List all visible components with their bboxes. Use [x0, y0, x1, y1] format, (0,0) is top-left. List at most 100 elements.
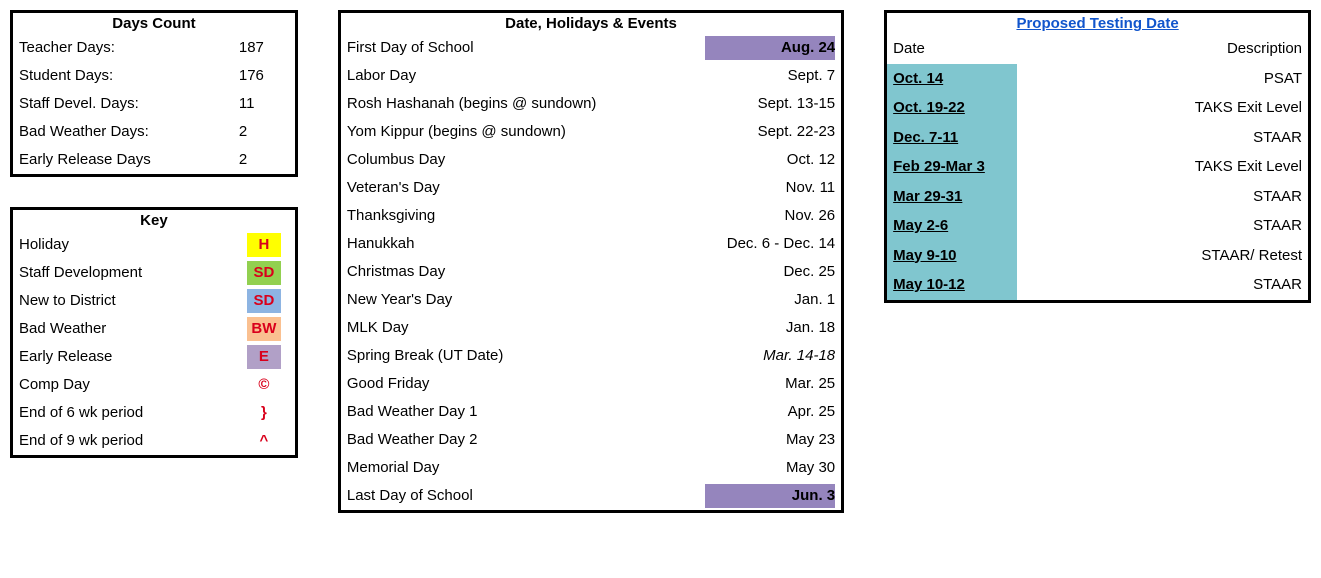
testing-title: Proposed Testing Date: [887, 13, 1308, 34]
event-row: Bad Weather Day 1 Apr. 25: [341, 398, 841, 426]
days-count-row: Staff Devel. Days: 11: [13, 90, 295, 118]
days-count-box: Days Count Teacher Days:187Student Days:…: [10, 10, 298, 177]
testing-row: May 9-10STAAR/ Retest: [887, 241, 1308, 271]
testing-desc: STAAR: [1017, 123, 1308, 153]
event-row: Spring Break (UT Date) Mar. 14-18: [341, 342, 841, 370]
event-date: Mar. 14-18: [705, 344, 835, 368]
key-row: Bad WeatherBW: [13, 315, 295, 343]
event-date: Sept. 13-15: [705, 92, 835, 116]
key-label: Bad Weather: [19, 317, 106, 341]
testing-desc: STAAR: [1017, 211, 1308, 241]
testing-row: Oct. 19-22TAKS Exit Level: [887, 93, 1308, 123]
testing-date: Mar 29-31: [887, 182, 1017, 212]
days-count-row: Teacher Days: 187: [13, 34, 295, 62]
testing-date: Feb 29-Mar 3: [887, 152, 1017, 182]
event-label: Good Friday: [347, 372, 430, 396]
testing-desc: TAKS Exit Level: [1017, 93, 1308, 123]
testing-desc: TAKS Exit Level: [1017, 152, 1308, 182]
key-code: SD: [247, 261, 281, 285]
days-count-row: Student Days: 176: [13, 62, 295, 90]
days-count-value: 2: [239, 148, 289, 172]
testing-header-desc: Description: [1017, 34, 1308, 64]
days-count-label: Bad Weather Days:: [19, 120, 149, 144]
event-date: Mar. 25: [705, 372, 835, 396]
event-date: Sept. 7: [705, 64, 835, 88]
days-count-value: 176: [239, 64, 289, 88]
event-date: Jan. 1: [705, 288, 835, 312]
event-label: Bad Weather Day 2: [347, 428, 478, 452]
event-row: Thanksgiving Nov. 26: [341, 202, 841, 230]
event-label: Spring Break (UT Date): [347, 344, 503, 368]
key-row: Early ReleaseE: [13, 343, 295, 371]
event-label: Last Day of School: [347, 484, 473, 508]
event-row: New Year's Day Jan. 1: [341, 286, 841, 314]
key-label: New to District: [19, 289, 116, 313]
event-label: First Day of School: [347, 36, 474, 60]
key-row: HolidayH: [13, 231, 295, 259]
testing-row: Feb 29-Mar 3TAKS Exit Level: [887, 152, 1308, 182]
event-date: Nov. 11: [705, 176, 835, 200]
event-label: Rosh Hashanah (begins @ sundown): [347, 92, 597, 116]
key-label: Staff Development: [19, 261, 142, 285]
key-code: E: [247, 345, 281, 369]
event-date: Oct. 12: [705, 148, 835, 172]
event-date: May 23: [705, 428, 835, 452]
event-label: Veteran's Day: [347, 176, 440, 200]
event-label: Yom Kippur (begins @ sundown): [347, 120, 566, 144]
event-label: Columbus Day: [347, 148, 445, 172]
days-count-row: Early Release Days2: [13, 146, 295, 174]
days-count-label: Student Days:: [19, 64, 113, 88]
event-row: Veteran's Day Nov. 11: [341, 174, 841, 202]
events-box: Date, Holidays & Events First Day of Sch…: [338, 10, 844, 513]
key-label: End of 6 wk period: [19, 401, 143, 425]
event-row: Columbus Day Oct. 12: [341, 146, 841, 174]
event-date: Apr. 25: [705, 400, 835, 424]
days-count-value: 2: [239, 120, 289, 144]
testing-row: May 10-12STAAR: [887, 270, 1308, 300]
key-title: Key: [13, 210, 295, 231]
event-label: Bad Weather Day 1: [347, 400, 478, 424]
event-row: Last Day of School Jun. 3: [341, 482, 841, 510]
days-count-label: Teacher Days:: [19, 36, 115, 60]
testing-desc: STAAR: [1017, 182, 1308, 212]
event-label: Memorial Day: [347, 456, 440, 480]
event-row: Christmas DayDec. 25: [341, 258, 841, 286]
event-label: Labor Day: [347, 64, 416, 88]
events-title: Date, Holidays & Events: [341, 13, 841, 34]
event-date: Aug. 24: [705, 36, 835, 60]
event-date: Nov. 26: [705, 204, 835, 228]
testing-row: Mar 29-31STAAR: [887, 182, 1308, 212]
key-label: End of 9 wk period: [19, 429, 143, 453]
event-row: Bad Weather Day 2 May 23: [341, 426, 841, 454]
days-count-row: Bad Weather Days: 2: [13, 118, 295, 146]
event-label: New Year's Day: [347, 288, 452, 312]
key-code: ©: [247, 373, 281, 397]
testing-date: May 9-10: [887, 241, 1017, 271]
days-count-title: Days Count: [13, 13, 295, 34]
key-row: New to DistrictSD: [13, 287, 295, 315]
testing-desc: STAAR/ Retest: [1017, 241, 1308, 271]
testing-date: May 2-6: [887, 211, 1017, 241]
days-count-label: Staff Devel. Days:: [19, 92, 139, 116]
event-date: Dec. 6 - Dec. 14: [705, 232, 835, 256]
event-date: Jun. 3: [705, 484, 835, 508]
testing-row: May 2-6STAAR: [887, 211, 1308, 241]
testing-row: Oct. 14PSAT: [887, 64, 1308, 94]
event-row: HanukkahDec. 6 - Dec. 14: [341, 230, 841, 258]
event-row: First Day of School Aug. 24: [341, 34, 841, 62]
key-box: Key HolidayHStaff DevelopmentSDNew to Di…: [10, 207, 298, 458]
testing-header-row: Date Description: [887, 34, 1308, 64]
event-label: Thanksgiving: [347, 204, 435, 228]
testing-desc: PSAT: [1017, 64, 1308, 94]
event-row: Labor Day Sept. 7: [341, 62, 841, 90]
days-count-value: 187: [239, 36, 289, 60]
event-label: Christmas Day: [347, 260, 445, 284]
days-count-value: 11: [239, 92, 289, 116]
testing-header-date: Date: [887, 34, 1017, 64]
key-code: ^: [247, 429, 281, 453]
testing-row: Dec. 7-11STAAR: [887, 123, 1308, 153]
key-code: }: [247, 401, 281, 425]
event-date: Sept. 22-23: [705, 120, 835, 144]
event-date: May 30: [705, 456, 835, 480]
testing-date: Dec. 7-11: [887, 123, 1017, 153]
